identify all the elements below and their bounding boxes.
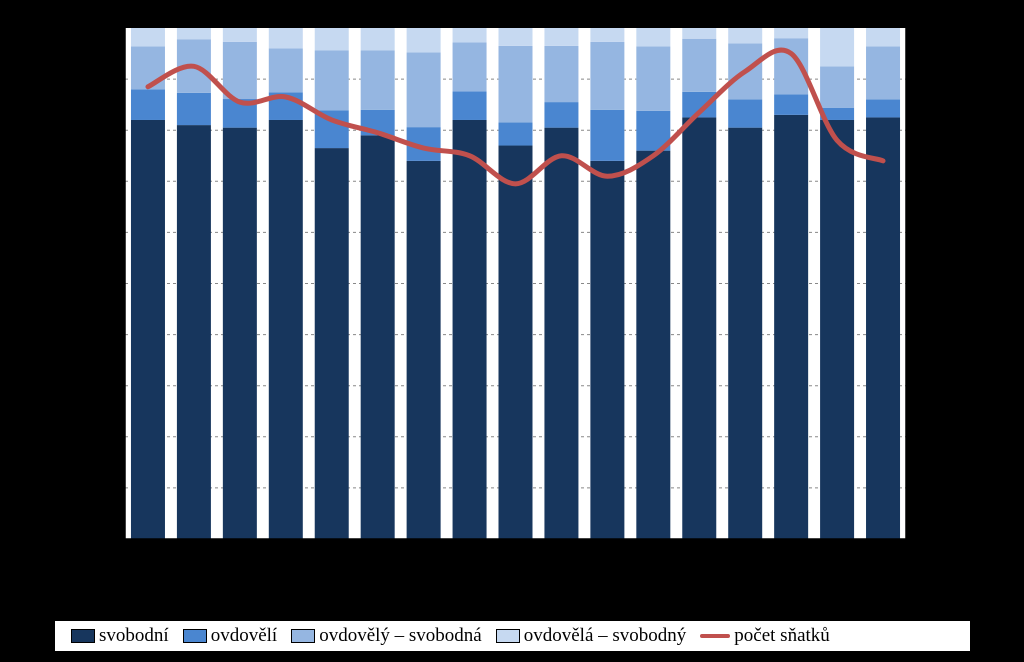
bar-segment-3 xyxy=(360,50,395,110)
bar-segment-2 xyxy=(452,91,487,120)
bar-segment-1 xyxy=(728,127,763,540)
bar-segment-1 xyxy=(406,160,441,540)
bar-segment-3 xyxy=(498,45,533,123)
bar-segment-3 xyxy=(820,66,855,108)
bar-segment-2 xyxy=(176,92,211,126)
bar-segment-3 xyxy=(682,38,717,92)
legend-label-svobodni: svobodní xyxy=(99,625,169,646)
bar-segment-3 xyxy=(130,46,165,90)
bar-segment-1 xyxy=(222,127,257,540)
bar-segment-1 xyxy=(130,119,165,539)
bar-segment-3 xyxy=(590,41,625,110)
legend-swatch-ovdovela-svobodny xyxy=(495,629,520,643)
bar-segment-4 xyxy=(728,28,763,44)
bar-segment-1 xyxy=(452,119,487,539)
bar-segment-2 xyxy=(544,102,579,128)
bar-segment-2 xyxy=(774,94,809,115)
legend-label-ovdovely-svobodna: ovdovělý – svobodná xyxy=(319,625,482,646)
bar-segment-2 xyxy=(590,109,625,161)
bar-segment-3 xyxy=(314,50,349,111)
bar-segment-4 xyxy=(268,28,303,49)
bar-segment-1 xyxy=(268,119,303,539)
bar-segment-4 xyxy=(590,28,625,42)
line-pocet-snatku xyxy=(145,47,886,187)
legend-swatch-ovdoveli xyxy=(182,629,207,643)
legend-item-ovdovela-svobodny: ovdovělá – svobodný xyxy=(495,625,687,647)
legend-label-pocet-snatku: počet sňatků xyxy=(734,625,830,646)
bar-segment-3 xyxy=(222,41,257,100)
legend-item-ovdoveli: ovdovělí xyxy=(182,625,278,647)
bar-segment-1 xyxy=(544,127,579,540)
bar-segment-1 xyxy=(590,160,625,540)
bar-segment-3 xyxy=(636,46,671,111)
bar-segment-1 xyxy=(866,117,901,540)
bar-segment-4 xyxy=(314,28,349,51)
bar-segment-4 xyxy=(544,28,579,46)
bar-segment-3 xyxy=(452,42,487,92)
legend-label-ovdoveli: ovdovělí xyxy=(210,625,278,646)
bar-segment-4 xyxy=(820,28,855,67)
bar-segment-1 xyxy=(820,119,855,539)
bar-segment-1 xyxy=(774,114,809,540)
legend-swatch-svobodni xyxy=(71,629,95,643)
bar-segment-1 xyxy=(682,117,717,540)
bar-segment-3 xyxy=(866,46,901,100)
legend-item-ovdovely-svobodna: ovdovělý – svobodná xyxy=(291,625,482,647)
bar-segment-4 xyxy=(774,28,809,39)
bar-segment-2 xyxy=(866,99,901,118)
bars xyxy=(130,28,901,540)
bar-segment-1 xyxy=(176,125,211,539)
bar-segment-4 xyxy=(498,28,533,46)
axes xyxy=(120,27,911,540)
bar-segment-4 xyxy=(866,28,901,47)
bar-segment-3 xyxy=(268,48,303,93)
bar-segment-4 xyxy=(636,28,671,47)
bar-segment-4 xyxy=(406,28,441,53)
legend-label-ovdovela-svobodny: ovdovělá – svobodný xyxy=(523,625,687,646)
bar-segment-4 xyxy=(682,28,717,39)
bar-segment-1 xyxy=(636,150,671,539)
legend: svobodní ovdovělí ovdovělý – svobodná ov… xyxy=(54,620,971,652)
bar-segment-4 xyxy=(130,28,165,47)
bar-segment-3 xyxy=(406,52,441,128)
bar-segment-4 xyxy=(360,28,395,51)
legend-swatch-ovdovely-svobodna xyxy=(291,629,316,643)
bar-segment-4 xyxy=(452,28,487,43)
bar-segment-1 xyxy=(314,148,349,539)
legend-item-svobodni: svobodní xyxy=(71,625,169,647)
bar-segment-4 xyxy=(176,28,211,40)
bar-segment-1 xyxy=(498,145,533,539)
bar-segment-3 xyxy=(544,45,579,103)
legend-swatch-pocet-snatku xyxy=(700,634,731,638)
bar-segment-2 xyxy=(728,99,763,128)
bar-segment-2 xyxy=(498,122,533,146)
legend-item-pocet-snatku: počet sňatků xyxy=(700,625,830,647)
bar-segment-2 xyxy=(130,89,165,120)
bar-segment-2 xyxy=(820,107,855,120)
bar-segment-4 xyxy=(222,28,257,42)
bar-segment-1 xyxy=(360,135,395,539)
